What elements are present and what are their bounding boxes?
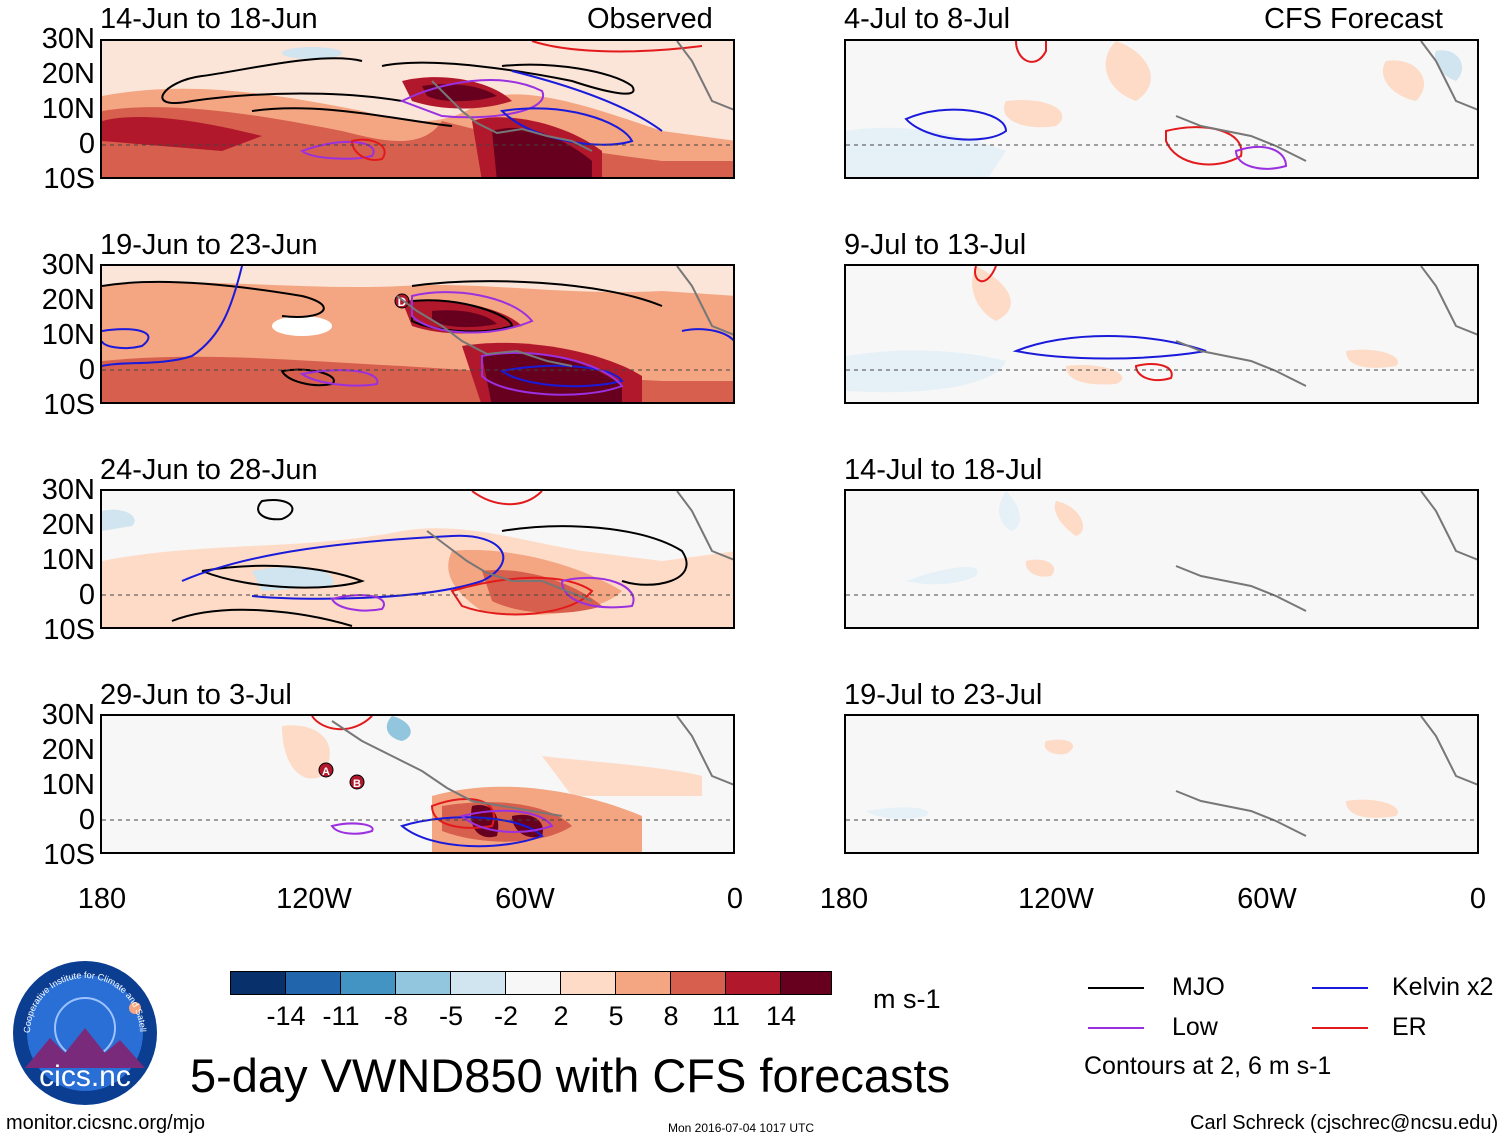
lon-label: 0 (726, 883, 744, 915)
colorbar-swatch (725, 971, 781, 995)
lat-label: 10N (41, 319, 95, 351)
colorbar-label: -14 (266, 1001, 306, 1031)
legend-label-mjo: MJO (1172, 973, 1225, 1001)
panel-title: 29-Jun to 3-Jul (100, 679, 292, 711)
lat-label: 0 (78, 804, 95, 836)
lat-label: 10S (43, 614, 95, 646)
lon-label: 60W (1237, 883, 1297, 915)
marker-d: D (398, 295, 407, 309)
map-plot: A B (100, 714, 735, 854)
colorbar-label: 2 (553, 1001, 569, 1031)
lat-label: 30N (41, 699, 95, 731)
colorbar-swatch (670, 971, 726, 995)
colorbar-swatch (560, 971, 616, 995)
panel-title: 14-Jun to 18-Jun (100, 3, 318, 35)
lat-label: 0 (78, 579, 95, 611)
lat-label: 10N (41, 769, 95, 801)
map-plot (844, 264, 1479, 404)
lon-label: 120W (1018, 883, 1094, 915)
lat-label: 10S (43, 839, 95, 871)
lat-label: 0 (78, 128, 95, 160)
lon-label: 120W (276, 883, 352, 915)
panel-tag: CFS Forecast (1264, 3, 1443, 35)
lat-label: 10S (43, 163, 95, 195)
colorbar-swatch (450, 971, 506, 995)
panel-title: 19-Jul to 23-Jul (844, 679, 1043, 711)
map-plot (100, 489, 735, 629)
cicsnc-logo: Cooperative Institute for Climate and Sa… (7, 950, 160, 1108)
map-plot (844, 714, 1479, 854)
colorbar-label: -2 (493, 1001, 518, 1031)
lat-label: 10S (43, 389, 95, 421)
colorbar-swatch (395, 971, 451, 995)
legend-label-low: Low (1172, 1013, 1218, 1041)
lat-label: 10N (41, 544, 95, 576)
colorbar-swatch (780, 971, 832, 995)
colorbar-label: 14 (765, 1001, 797, 1031)
lat-label: 30N (41, 474, 95, 506)
panel-title: 19-Jun to 23-Jun (100, 229, 318, 261)
footer-credit: Carl Schreck (cjschrec@ncsu.edu) (1190, 1112, 1499, 1134)
colorbar-label: 8 (663, 1001, 679, 1031)
map-plot (100, 39, 735, 179)
figure-title: 5-day VWND850 with CFS forecasts (190, 1049, 951, 1102)
colorbar-swatch (340, 971, 396, 995)
lon-label: 180 (77, 883, 127, 915)
legend-label-er: ER (1392, 1013, 1427, 1041)
footer-url: monitor.cicsnc.org/mjo (6, 1112, 205, 1134)
colorbar-label: 11 (711, 1001, 741, 1031)
lat-label: 10N (41, 93, 95, 125)
legend-line-mjo (1088, 987, 1144, 989)
lat-label: 20N (41, 58, 95, 90)
logo-text: cics.nc (39, 1060, 131, 1093)
lat-label: 30N (41, 23, 95, 55)
panel-tag: Observed (587, 3, 713, 35)
lat-label: 20N (41, 734, 95, 766)
colorbar-label: -5 (438, 1001, 463, 1031)
marker-a: A (322, 766, 330, 778)
legend-line-er (1312, 1027, 1368, 1029)
footer-timestamp: Mon 2016-07-04 1017 UTC (668, 1121, 815, 1135)
map-plot (844, 39, 1479, 179)
lat-label: 0 (78, 354, 95, 386)
colorbar-label: 5 (608, 1001, 624, 1031)
panel-title: 14-Jul to 18-Jul (844, 454, 1043, 486)
marker-b: B (353, 778, 361, 790)
colorbar-label: -11 (322, 1001, 360, 1031)
legend-line-low (1088, 1027, 1144, 1029)
lat-label: 20N (41, 284, 95, 316)
map-plot: D (100, 264, 735, 404)
panel-title: 24-Jun to 28-Jun (100, 454, 318, 486)
colorbar-units: m s-1 (873, 984, 941, 1014)
lat-label: 20N (41, 509, 95, 541)
colorbar-label: -8 (383, 1001, 408, 1031)
colorbar-swatch (230, 971, 286, 995)
lon-label: 0 (1469, 883, 1487, 915)
legend-label-kelvin: Kelvin x2 (1392, 973, 1494, 1001)
panel-title: 9-Jul to 13-Jul (844, 229, 1027, 261)
legend-line-kelvin (1312, 987, 1368, 989)
lon-label: 180 (819, 883, 869, 915)
lon-label: 60W (495, 883, 555, 915)
lat-label: 30N (41, 249, 95, 281)
colorbar-swatch (285, 971, 341, 995)
colorbar-swatch (505, 971, 561, 995)
colorbar-swatch (615, 971, 671, 995)
map-plot (844, 489, 1479, 629)
panel-title: 4-Jul to 8-Jul (844, 3, 1011, 35)
legend-note: Contours at 2, 6 m s-1 (1084, 1052, 1332, 1080)
